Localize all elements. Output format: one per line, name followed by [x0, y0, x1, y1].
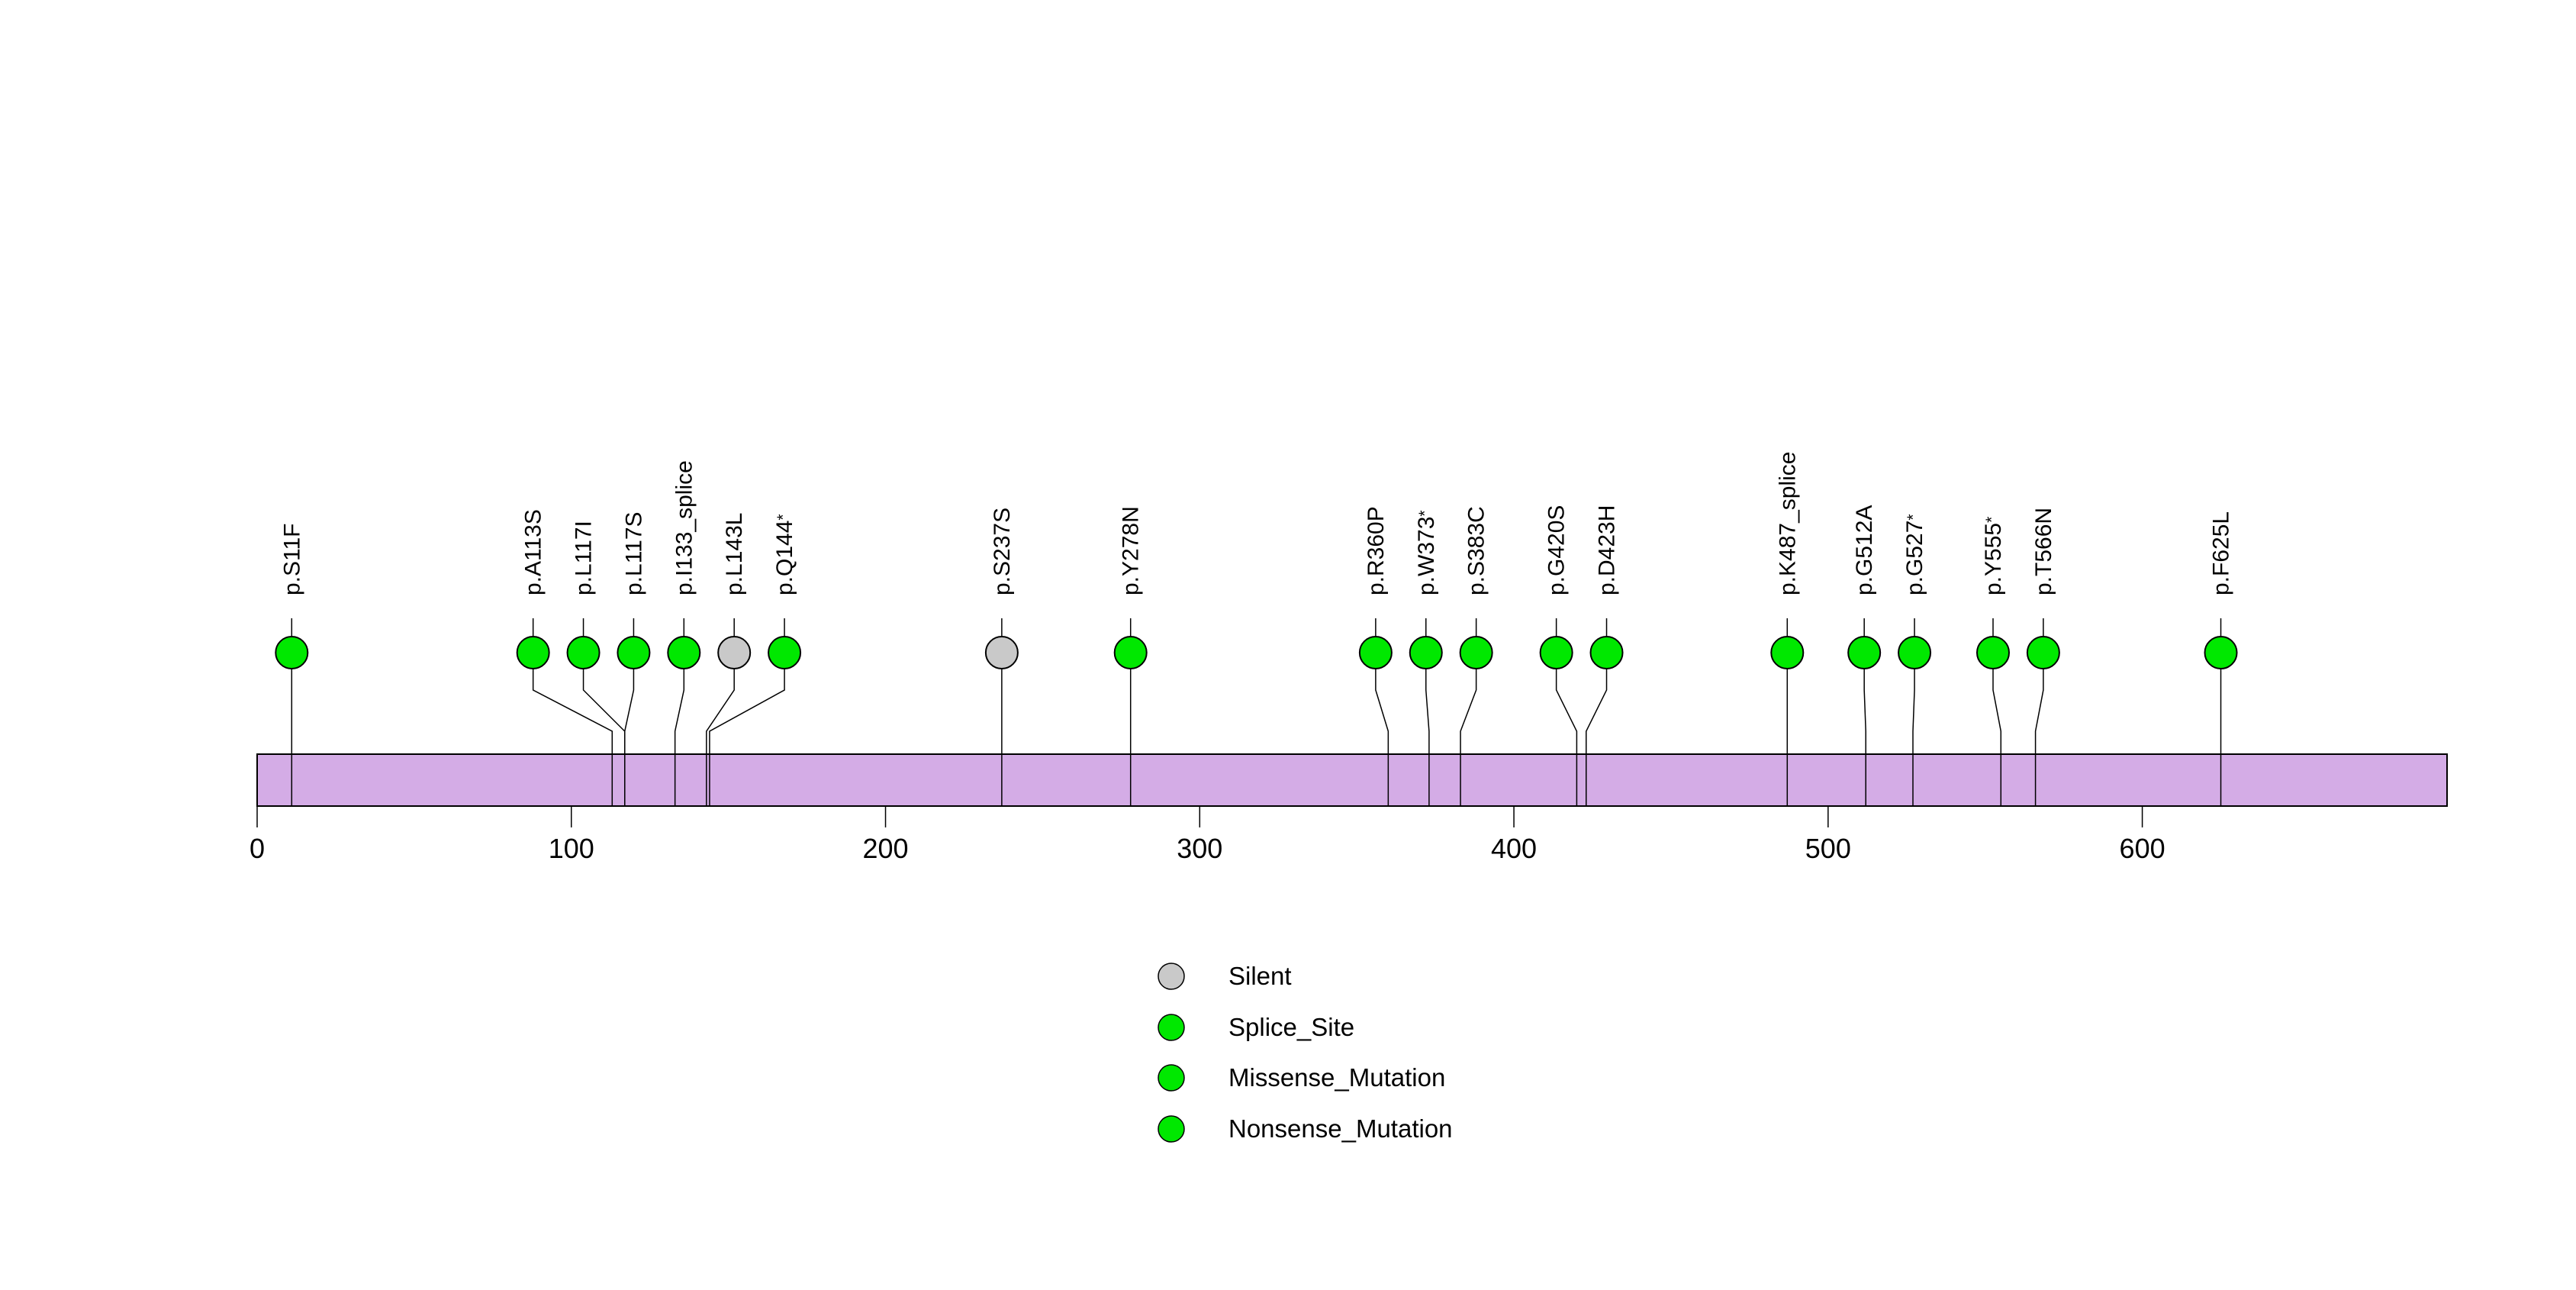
mutation-label: p.L117S [621, 511, 646, 595]
mutation-label: p.Y555* [1981, 517, 2006, 595]
mutation: p.G512A [1847, 505, 1882, 806]
mutation-marker [667, 636, 701, 669]
mutation-label: p.G420S [1544, 505, 1570, 595]
legend-marker [1158, 1064, 1185, 1092]
mutation: p.W373* [1409, 510, 1443, 806]
legend: Silent Splice_Site Missense_Mutation Nonsen… [1158, 962, 1453, 1143]
mutation-marker [1459, 636, 1493, 669]
mutation: p.R360P [1358, 506, 1393, 806]
mutation-label: p.R360P [1364, 506, 1389, 595]
mutation: p.Y278N [1113, 506, 1148, 806]
mutation-label: p.G512A [1852, 505, 1877, 595]
mutation-marker [717, 636, 752, 669]
mutation-label: p.I133_splice [671, 460, 697, 595]
axis-tick-label: 600 [2120, 833, 2165, 864]
mutation-marker [984, 636, 1019, 669]
mutation: p.L143L [706, 513, 752, 806]
axis-tick-label: 0 [250, 833, 265, 864]
mutation: p.Y555* [1976, 517, 2010, 806]
mutation-marker [2204, 636, 2238, 669]
mutation: p.G420S [1539, 505, 1578, 806]
mutation: p.I133_splice [667, 460, 701, 806]
mutation-label: p.G527* [1902, 514, 1927, 595]
mutation: p.T566N [2026, 508, 2060, 806]
mutation-marker [617, 636, 651, 669]
mutation-marker [768, 636, 802, 669]
mutation: p.A113S [516, 509, 613, 806]
mutation: p.S383C [1459, 506, 1493, 806]
axis-tick-label: 200 [862, 833, 908, 864]
mutation: p.S237S [984, 508, 1019, 806]
mutation: p.F625L [2204, 511, 2238, 806]
mutation-marker [275, 636, 309, 669]
mutation-label: p.S237S [990, 508, 1015, 595]
mutation-marker [1113, 636, 1148, 669]
mutation-marker [1409, 636, 1443, 669]
mutation: p.D423H [1586, 505, 1624, 806]
mutation-marker [2026, 636, 2060, 669]
mutation: p.Q144* [709, 514, 802, 806]
mutation-label: p.S383C [1464, 506, 1489, 595]
mutation-label: p.L143L [722, 513, 747, 595]
mutation-label: p.T566N [2031, 508, 2056, 595]
mutation: p.K487_splice [1770, 452, 1805, 806]
x-axis: 0 100 200 300 400 500 600 [250, 806, 2165, 864]
legend-marker [1158, 1115, 1185, 1143]
legend-marker [1158, 963, 1185, 990]
mutation: p.S11F [275, 524, 309, 806]
axis-tick-label: 100 [549, 833, 594, 864]
mutation-marker [1976, 636, 2010, 669]
axis-tick-label: 400 [1491, 833, 1537, 864]
mutation-label: p.A113S [521, 509, 546, 595]
mutation-marker [1770, 636, 1805, 669]
legend-marker [1158, 1014, 1185, 1041]
legend-label: Splice_Site [1228, 1013, 1354, 1041]
mutation-marker [1539, 636, 1573, 669]
legend-label: Nonsense_Mutation [1228, 1114, 1453, 1143]
mutation-marker [1589, 636, 1624, 669]
mutation-label: p.W373* [1414, 510, 1439, 595]
mutation-label: p.Y278N [1119, 506, 1144, 595]
mutation: p.L117S [617, 511, 651, 806]
protein-backbone-bar [256, 753, 2448, 807]
mutation-marker [1898, 636, 1932, 669]
mutation-label: p.D423H [1595, 505, 1620, 595]
mutation-marker [516, 636, 550, 669]
mutation-marker [1358, 636, 1393, 669]
mutation-label: p.Q144* [772, 514, 797, 595]
legend-label: Silent [1228, 962, 1292, 990]
mutation-marker [1847, 636, 1882, 669]
legend-label: Missense_Mutation [1228, 1063, 1445, 1092]
mutation-label: p.L117I [572, 521, 597, 595]
mutation-label: p.S11F [279, 524, 304, 596]
mutation-marker [566, 636, 601, 669]
mutation-label: p.F625L [2209, 511, 2234, 595]
axis-tick-label: 500 [1805, 833, 1851, 864]
mutation: p.G527* [1898, 514, 1932, 806]
mutation-label: p.K487_splice [1775, 452, 1800, 595]
axis-tick-label: 300 [1177, 833, 1222, 864]
mutations: p.S11F p.A113S p.L117I p.L117S p.I133_splice… [275, 452, 2238, 806]
